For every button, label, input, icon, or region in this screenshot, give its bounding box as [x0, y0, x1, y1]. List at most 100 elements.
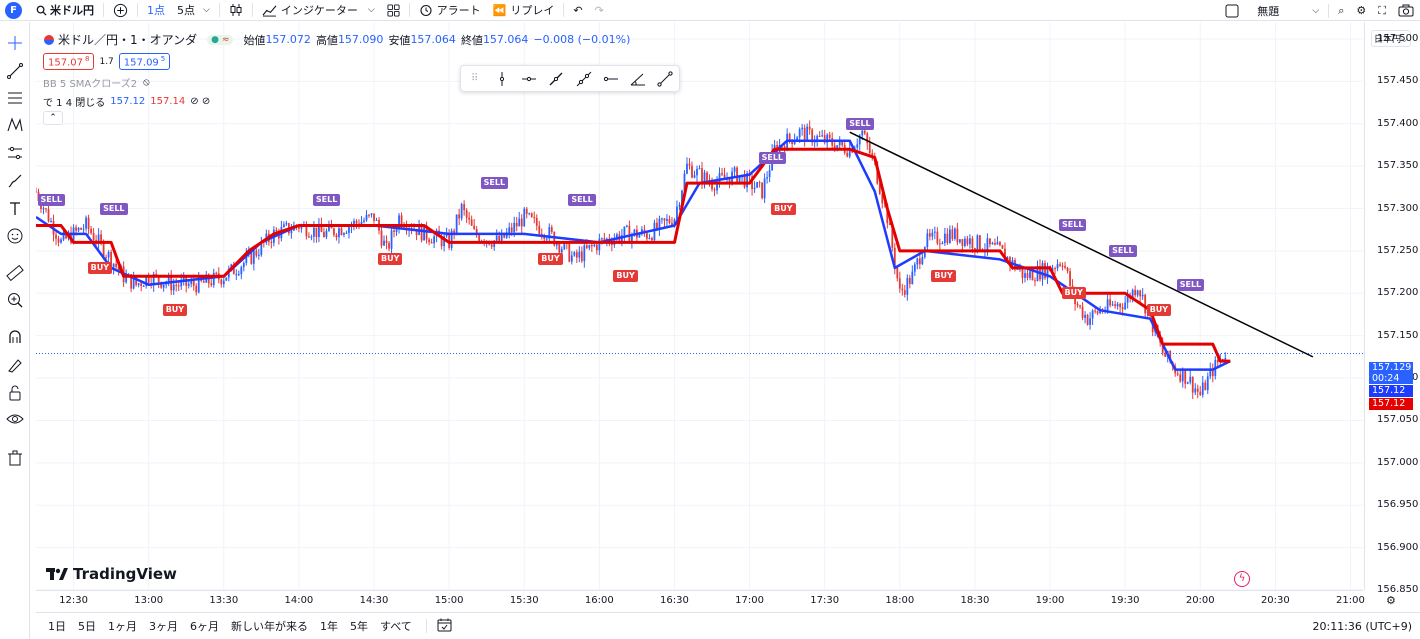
- text-tool[interactable]: [4, 198, 26, 220]
- sell-signal[interactable]: SELL: [568, 194, 596, 207]
- candle-body: [1056, 264, 1059, 269]
- alert-button[interactable]: アラート: [413, 0, 487, 21]
- sell-signal[interactable]: SELL: [37, 194, 65, 207]
- candle-body: [896, 267, 899, 279]
- candle-body: [871, 153, 874, 156]
- fib-tool[interactable]: [4, 87, 26, 109]
- buy-signal[interactable]: BUY: [1061, 287, 1086, 300]
- snapshot-button[interactable]: [1392, 0, 1420, 21]
- candle-body: [1054, 268, 1056, 270]
- range-button-8[interactable]: すべて: [380, 620, 412, 633]
- horizontal-ray-tool[interactable]: [516, 67, 543, 91]
- candle-body: [308, 236, 310, 238]
- trendline-tool[interactable]: [4, 60, 26, 82]
- stay-drawing-tool[interactable]: [4, 354, 26, 376]
- ruler-tool[interactable]: [4, 262, 26, 284]
- timezone-clock[interactable]: 20:11:36 (UTC+9): [1312, 620, 1412, 633]
- forecast-tool[interactable]: [4, 142, 26, 164]
- settings-button[interactable]: ⚙: [1350, 0, 1372, 21]
- ray-tool[interactable]: [597, 67, 624, 91]
- chart-type-button[interactable]: [223, 0, 249, 21]
- sell-signal[interactable]: SELL: [480, 177, 509, 190]
- zoom-tool[interactable]: [4, 289, 26, 311]
- chart-pane[interactable]: 米ドル／円・1・オアンダ ● ≈ 始値 157.072 高値 157.090 安…: [36, 22, 1363, 590]
- vertical-line-tool[interactable]: [488, 67, 515, 91]
- templates-button[interactable]: [381, 0, 406, 21]
- price-axis[interactable]: 日本円⌵ 157.500 157.450 157.400 157.350 157.300…: [1364, 22, 1420, 595]
- candle-body: [177, 285, 180, 287]
- interval-1[interactable]: 1点: [147, 4, 165, 17]
- range-button-4[interactable]: 6ヶ月: [190, 620, 219, 633]
- drag-handle-icon[interactable]: ⠿: [470, 73, 479, 84]
- price-chart[interactable]: [36, 22, 1363, 590]
- sell-signal[interactable]: SELL: [758, 151, 787, 164]
- layout-name-button[interactable]: 無題 ⌵: [1251, 0, 1325, 21]
- sell-signal[interactable]: SELL: [312, 194, 341, 207]
- interval-2[interactable]: 5点 ⌵: [171, 0, 216, 21]
- undo-button[interactable]: ↶: [567, 0, 588, 21]
- range-button-3[interactable]: 3ヶ月: [149, 620, 178, 633]
- lock-tool[interactable]: [4, 382, 26, 404]
- candle-body: [222, 280, 225, 285]
- candle-body: [353, 220, 355, 226]
- candle-body: [525, 208, 528, 214]
- redo-button[interactable]: ↷: [589, 0, 610, 21]
- candles-icon: [230, 4, 242, 16]
- indicator-legend[interactable]: BB 5 SMAクローズ2 ⦸: [43, 75, 150, 90]
- status-pill[interactable]: ● ≈: [207, 34, 234, 45]
- range-button-0[interactable]: 1日: [48, 620, 66, 633]
- info-line-tool[interactable]: [652, 67, 679, 91]
- candle-body: [969, 238, 971, 245]
- symbol-search[interactable]: 米ドル円: [30, 0, 100, 21]
- range-button-5[interactable]: 新しい年が来る: [231, 620, 308, 633]
- range-button-1[interactable]: 5日: [78, 620, 96, 633]
- candle-body: [240, 267, 243, 275]
- buy-signal[interactable]: BUY: [538, 253, 563, 266]
- buy-signal[interactable]: BUY: [931, 270, 956, 283]
- candle-body: [663, 218, 666, 221]
- buy-signal[interactable]: BUY: [1146, 304, 1172, 317]
- layout-toggle[interactable]: [1219, 0, 1251, 21]
- sell-price-button[interactable]: 157.07 8: [43, 53, 95, 71]
- candle-body: [593, 244, 596, 247]
- currency-selector[interactable]: 日本円⌵: [1371, 30, 1411, 47]
- hide-tool[interactable]: [4, 408, 26, 430]
- brush-tool[interactable]: [4, 170, 26, 192]
- quick-search-button[interactable]: ⌕: [1332, 0, 1350, 21]
- goto-date-button[interactable]: [437, 618, 452, 635]
- fullscreen-button[interactable]: ⛶: [1372, 0, 1392, 21]
- user-avatar[interactable]: F: [5, 1, 22, 19]
- buy-signal[interactable]: BUY: [378, 253, 403, 266]
- axis-settings-button[interactable]: ⚙: [1386, 594, 1396, 607]
- time-axis[interactable]: 12:30 13:00 13:30 14:00 14:30 15:00 15:30 16:00…: [36, 590, 1365, 610]
- range-button-7[interactable]: 5年: [350, 620, 368, 633]
- pattern-tool[interactable]: [4, 114, 26, 136]
- buy-price-button[interactable]: 157.09 5: [118, 53, 171, 71]
- magnet-tool[interactable]: [4, 326, 26, 348]
- tradingview-logo[interactable]: TradingView: [46, 565, 177, 583]
- range-button-2[interactable]: 1ヶ月: [108, 620, 137, 633]
- indicators-button[interactable]: インジケーター ⌵: [256, 0, 381, 21]
- buy-signal[interactable]: BUY: [613, 270, 638, 283]
- sell-signal[interactable]: SELL: [100, 202, 128, 215]
- crosshair-tool[interactable]: [4, 32, 26, 54]
- sell-signal[interactable]: SELL: [846, 117, 874, 130]
- emoji-tool[interactable]: [4, 225, 26, 247]
- sell-signal[interactable]: SELL: [1176, 278, 1205, 291]
- indicator2-legend[interactable]: で 1 4 閉じる 157.12 157.14 ⊘ ⊘: [43, 94, 210, 109]
- collapse-legend-button[interactable]: ⌃: [43, 111, 63, 125]
- buy-signal[interactable]: BUY: [162, 304, 188, 317]
- lightning-icon[interactable]: ϟ: [1234, 571, 1250, 587]
- trendline-tool-2[interactable]: [543, 67, 570, 91]
- extended-line-tool[interactable]: [570, 67, 597, 91]
- delete-tool[interactable]: [4, 447, 26, 469]
- compare-button[interactable]: [107, 0, 134, 21]
- replay-button[interactable]: ⏪ リプレイ: [487, 0, 561, 21]
- angle-tool[interactable]: [625, 67, 652, 91]
- range-button-6[interactable]: 1年: [320, 620, 338, 633]
- sell-signal[interactable]: SELL: [1059, 219, 1087, 232]
- buy-signal[interactable]: BUY: [87, 261, 112, 274]
- candle-body: [646, 233, 648, 239]
- sell-signal[interactable]: SELL: [1109, 244, 1137, 257]
- buy-signal[interactable]: BUY: [771, 202, 796, 215]
